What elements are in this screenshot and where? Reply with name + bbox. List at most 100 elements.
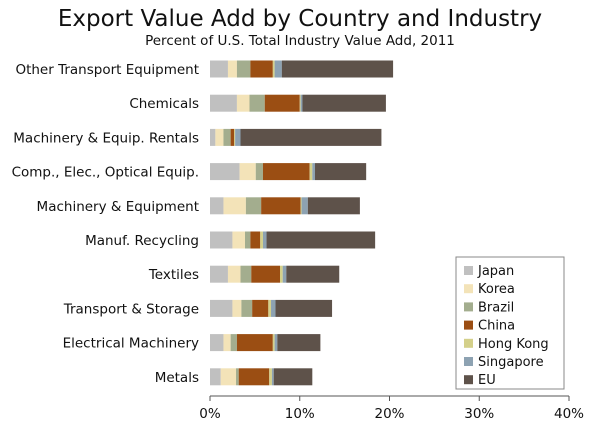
bar-metals-korea bbox=[220, 368, 237, 386]
category-label-machinery-equipment: Machinery & Equipment bbox=[37, 199, 199, 215]
bar-textiles-korea bbox=[227, 265, 241, 283]
category-label-metals: Metals bbox=[155, 370, 199, 386]
bar-transport-storage-brazil bbox=[241, 299, 253, 317]
bar-comp-elec-optical-equip-hong-kong bbox=[309, 163, 313, 181]
bar-transport-storage-hong-kong bbox=[268, 299, 272, 317]
chart-title: Export Value Add by Country and Industry bbox=[57, 6, 543, 32]
legend-swatch-eu bbox=[464, 375, 473, 385]
bar-other-transport-equipment-japan bbox=[210, 60, 228, 78]
legend-swatch-singapore bbox=[464, 357, 473, 366]
bar-machinery-equip-rentals-korea bbox=[215, 128, 224, 146]
x-axis: 0% 10% 20% 30% 40% bbox=[199, 395, 584, 422]
category-label-electrical-machinery: Electrical Machinery bbox=[63, 336, 199, 352]
bar-machinery-equipment-singapore bbox=[301, 197, 308, 215]
legend-label-korea: Korea bbox=[478, 282, 515, 297]
bar-comp-elec-optical-equip-brazil bbox=[255, 163, 263, 181]
category-label-other-transport-equipment: Other Transport Equipment bbox=[15, 62, 199, 78]
bar-metals-japan bbox=[210, 368, 221, 386]
bar-machinery-equip-rentals-japan bbox=[210, 128, 216, 146]
bar-comp-elec-optical-equip-china bbox=[262, 163, 310, 181]
bar-machinery-equipment-brazil bbox=[245, 197, 262, 215]
bar-comp-elec-optical-equip-eu bbox=[315, 163, 367, 181]
legend-swatch-japan bbox=[464, 266, 473, 275]
bar-chemicals-hong-kong bbox=[299, 94, 301, 112]
x-tick-label: 30% bbox=[464, 406, 494, 422]
legend-swatch-brazil bbox=[464, 302, 473, 312]
bar-chemicals-china bbox=[264, 94, 300, 112]
bar-textiles-china bbox=[251, 265, 280, 283]
category-label-machinery-equip-rentals: Machinery & Equip. Rentals bbox=[13, 130, 199, 146]
bar-other-transport-equipment-eu bbox=[281, 60, 394, 78]
bar-chemicals-korea bbox=[236, 94, 250, 112]
bar-other-transport-equipment-singapore bbox=[274, 60, 282, 78]
bar-machinery-equip-rentals-china bbox=[230, 128, 235, 146]
legend-label-hong-kong: Hong Kong bbox=[478, 337, 549, 352]
bar-metals-brazil bbox=[236, 368, 239, 386]
bar-machinery-equip-rentals-brazil bbox=[223, 128, 231, 146]
bar-textiles-brazil bbox=[240, 265, 252, 283]
bar-transport-storage-eu bbox=[275, 299, 333, 317]
bar-manuf-recycling-eu bbox=[266, 231, 376, 249]
bar-transport-storage-korea bbox=[232, 299, 242, 317]
bar-electrical-machinery-singapore bbox=[274, 334, 278, 352]
legend: Japan Korea Brazil China Hong Kong Singapore E… bbox=[455, 256, 565, 390]
bar-electrical-machinery-china bbox=[236, 334, 273, 352]
bar-comp-elec-optical-equip-singapore bbox=[312, 163, 315, 181]
bar-chemicals-eu bbox=[302, 94, 386, 112]
chart-subtitle: Percent of U.S. Total Industry Value Add… bbox=[145, 33, 455, 49]
bar-other-transport-equipment-korea bbox=[227, 60, 237, 78]
bar-machinery-equipment-korea bbox=[223, 197, 246, 215]
bar-metals-singapore bbox=[271, 368, 274, 386]
bar-transport-storage-japan bbox=[210, 299, 233, 317]
bar-metals-hong-kong bbox=[269, 368, 272, 386]
bar-textiles-singapore bbox=[282, 265, 287, 283]
bar-electrical-machinery-hong-kong bbox=[272, 334, 275, 352]
bar-electrical-machinery-brazil bbox=[230, 334, 237, 352]
legend-swatch-korea bbox=[464, 284, 473, 294]
bar-electrical-machinery-japan bbox=[210, 334, 224, 352]
legend-swatch-china bbox=[464, 320, 473, 330]
x-tick-label: 40% bbox=[554, 406, 584, 422]
legend-label-china: China bbox=[478, 319, 515, 334]
x-tick-label: 0% bbox=[199, 406, 221, 422]
bar-other-transport-equipment-brazil bbox=[236, 60, 251, 78]
bar-transport-storage-china bbox=[252, 299, 269, 317]
x-tick-label: 10% bbox=[285, 406, 315, 422]
bar-manuf-recycling-japan bbox=[210, 231, 233, 249]
bar-comp-elec-optical-equip-korea bbox=[239, 163, 256, 181]
bar-chemicals-japan bbox=[210, 94, 237, 112]
bar-machinery-equipment-china bbox=[261, 197, 301, 215]
bar-textiles-japan bbox=[210, 265, 228, 283]
bar-machinery-equip-rentals-singapore bbox=[235, 128, 241, 146]
category-label-textiles: Textiles bbox=[148, 267, 199, 283]
bar-segments bbox=[210, 60, 394, 386]
bar-manuf-recycling-hong-kong bbox=[260, 231, 263, 249]
x-tick-label: 20% bbox=[374, 406, 404, 422]
category-label-transport-storage: Transport & Storage bbox=[63, 301, 199, 317]
bar-manuf-recycling-singapore bbox=[262, 231, 267, 249]
category-label-chemicals: Chemicals bbox=[129, 96, 199, 112]
bar-other-transport-equipment-hong-kong bbox=[272, 60, 275, 78]
legend-label-eu: EU bbox=[478, 373, 496, 388]
legend-label-japan: Japan bbox=[477, 264, 514, 279]
bar-machinery-equipment-japan bbox=[210, 197, 224, 215]
category-label-comp-elec-optical-equip: Comp., Elec., Optical Equip. bbox=[12, 165, 199, 181]
legend-label-singapore: Singapore bbox=[478, 355, 544, 370]
legend-label-brazil: Brazil bbox=[478, 300, 514, 315]
bar-manuf-recycling-korea bbox=[232, 231, 245, 249]
category-labels: Other Transport Equipment Chemicals Machin… bbox=[12, 62, 199, 386]
bar-machinery-equip-rentals-eu bbox=[240, 128, 382, 146]
bar-metals-china bbox=[238, 368, 270, 386]
bar-machinery-equipment-hong-kong bbox=[300, 197, 302, 215]
bar-manuf-recycling-china bbox=[250, 231, 261, 249]
bar-machinery-equipment-eu bbox=[307, 197, 360, 215]
category-label-manuf-recycling: Manuf. Recycling bbox=[85, 233, 199, 249]
bar-chemicals-brazil bbox=[249, 94, 265, 112]
bar-textiles-hong-kong bbox=[280, 265, 283, 283]
bar-textiles-eu bbox=[286, 265, 340, 283]
bar-manuf-recycling-brazil bbox=[245, 231, 251, 249]
bar-machinery-equip-rentals-hong-kong bbox=[234, 128, 236, 146]
bar-other-transport-equipment-china bbox=[250, 60, 273, 78]
bar-metals-eu bbox=[273, 368, 313, 386]
